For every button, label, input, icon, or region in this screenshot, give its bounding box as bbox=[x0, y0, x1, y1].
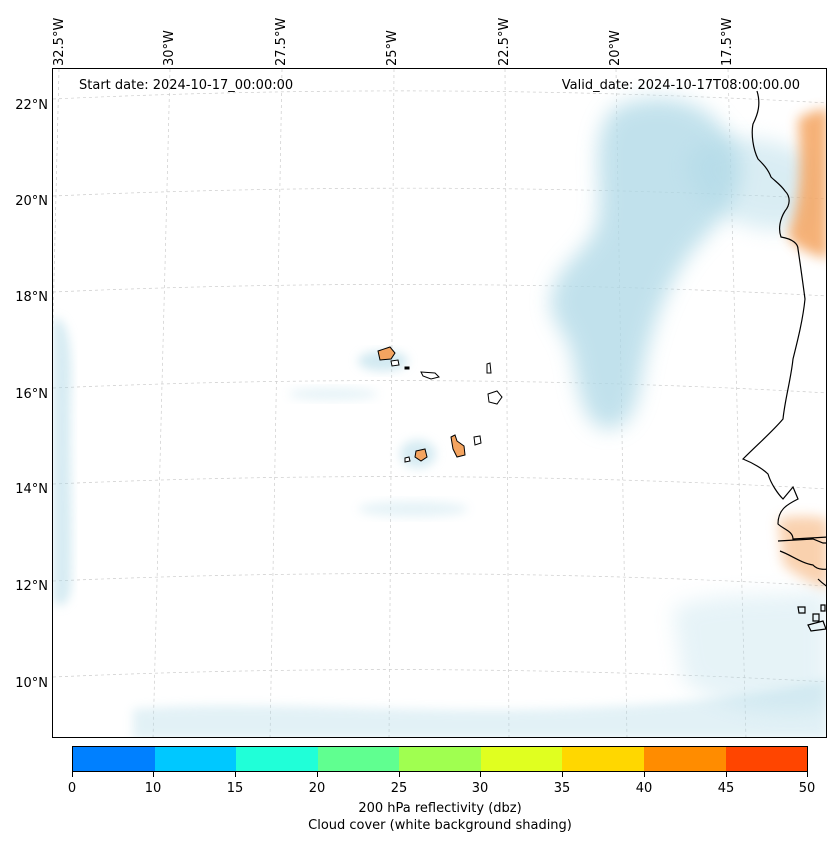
colorbar-segment-10-15 bbox=[154, 747, 237, 771]
gridline-lat-20n bbox=[53, 187, 826, 200]
cloud-band-south bbox=[133, 679, 826, 737]
colorbar-label-40: 40 bbox=[635, 781, 653, 796]
cloud-cover bbox=[53, 98, 826, 737]
lon-label-17-5w: 17.5°W bbox=[720, 17, 735, 66]
colorbar-tick-40 bbox=[644, 772, 645, 777]
lon-label-27-5w: 27.5°W bbox=[274, 17, 289, 66]
colorbar-tick-15 bbox=[235, 772, 236, 777]
colorbar-label-10: 10 bbox=[144, 781, 162, 796]
coastline-mauritania-senegal bbox=[741, 90, 826, 540]
gridline-lat-12n bbox=[53, 573, 826, 587]
island-santo-antao bbox=[377, 346, 396, 361]
lon-label-22-5w: 22.5°W bbox=[497, 17, 512, 66]
lon-label-25w: 25°W bbox=[385, 30, 400, 66]
colorbar-segment-25-30 bbox=[399, 747, 481, 771]
island-sao-nicolau bbox=[420, 371, 440, 380]
reflectivity-north-coast bbox=[788, 109, 826, 259]
cloud-band-northeast bbox=[686, 138, 813, 230]
map-canvas[interactable] bbox=[53, 69, 827, 738]
cloud-patch-southwest bbox=[358, 501, 468, 517]
gridline-lon-25w bbox=[388, 69, 395, 737]
colorbar-tick-10 bbox=[153, 772, 154, 777]
reflectivity-south-coast bbox=[778, 516, 826, 589]
coastline bbox=[741, 90, 826, 632]
colorbar-tick-35 bbox=[562, 772, 563, 777]
island-sal bbox=[486, 362, 492, 374]
lon-label-32-5w: 32.5°W bbox=[52, 17, 67, 66]
colorbar-tick-25 bbox=[399, 772, 400, 777]
colorbar-label-0: 0 bbox=[67, 781, 77, 796]
island-fogo bbox=[414, 448, 428, 462]
cloud-band-southeast bbox=[673, 589, 826, 713]
lat-label-12n: 12°N bbox=[15, 579, 48, 594]
colorbar-label-35: 35 bbox=[553, 781, 571, 796]
lat-label-14n: 14°N bbox=[15, 482, 48, 497]
start-date-label: Start date: 2024-10-17_00:00:00 bbox=[79, 78, 294, 93]
gridline-lon-30w bbox=[152, 69, 171, 737]
colorbar-label-30: 30 bbox=[471, 781, 489, 796]
colorbar-label-20: 20 bbox=[308, 781, 326, 796]
island-santiago bbox=[450, 434, 466, 458]
island-boa-vista bbox=[487, 390, 503, 405]
colorbar-segment-45-50 bbox=[725, 747, 808, 771]
lat-label-22n: 22°N bbox=[15, 98, 48, 113]
lat-label-10n: 10°N bbox=[15, 676, 48, 691]
colorbar-segment-20-25 bbox=[317, 747, 400, 771]
map-panel[interactable] bbox=[52, 68, 827, 738]
island-santa-luzia bbox=[404, 366, 410, 370]
lat-label-16n: 16°N bbox=[15, 387, 48, 402]
cloud-patch-mid bbox=[288, 388, 378, 400]
colorbar-tick-45 bbox=[726, 772, 727, 777]
coastline-guinea-bissau bbox=[779, 550, 826, 587]
colorbar-segment-30-35 bbox=[480, 747, 563, 771]
gridline-lat-18n bbox=[53, 284, 826, 297]
colorbar-tick-30 bbox=[480, 772, 481, 777]
gridline-lon-20w bbox=[615, 69, 628, 737]
colorbar-tick-50 bbox=[807, 772, 808, 777]
gridline-lon-22-5w bbox=[504, 69, 510, 737]
lat-label-20n: 20°N bbox=[15, 194, 48, 209]
colorbar-subtitle: Cloud cover (white background shading) bbox=[308, 818, 572, 833]
gridline-lon-27-5w bbox=[269, 69, 283, 737]
colorbar bbox=[72, 746, 808, 772]
colorbar-title: 200 hPa reflectivity (dbz) bbox=[358, 801, 522, 816]
colorbar-tick-0 bbox=[72, 772, 73, 777]
colorbar-segment-15-20 bbox=[236, 747, 318, 771]
gridline-lat-16n bbox=[53, 380, 826, 394]
valid-date-label: Valid_date: 2024-10-17T08:00:00.00 bbox=[561, 78, 800, 93]
gridline-lat-14n bbox=[53, 476, 826, 490]
colorbar-label-50: 50 bbox=[798, 781, 816, 796]
colorbar-label-15: 15 bbox=[226, 781, 244, 796]
island-sao-vicente bbox=[390, 359, 400, 367]
lon-label-20w: 20°W bbox=[608, 30, 623, 66]
island-maio bbox=[473, 435, 482, 446]
colorbar-tick-20 bbox=[317, 772, 318, 777]
lon-label-30w: 30°W bbox=[162, 30, 177, 66]
land-reflectivity bbox=[778, 109, 826, 589]
colorbar-segment-40-45 bbox=[643, 747, 726, 771]
island-brava bbox=[404, 456, 411, 463]
cloud-band-west-edge bbox=[53, 318, 72, 606]
colorbar-segment-35-40 bbox=[562, 747, 644, 771]
lat-label-18n: 18°N bbox=[15, 290, 48, 305]
gridline-lat-10n bbox=[53, 669, 826, 683]
colorbar-label-45: 45 bbox=[717, 781, 735, 796]
coastline-gambia bbox=[777, 538, 826, 544]
coastline-bijagos bbox=[797, 604, 826, 632]
colorbar-segment-0-10 bbox=[73, 747, 155, 771]
gridline-lat-22n bbox=[53, 90, 826, 104]
islands bbox=[377, 346, 503, 463]
colorbar-label-25: 25 bbox=[390, 781, 408, 796]
